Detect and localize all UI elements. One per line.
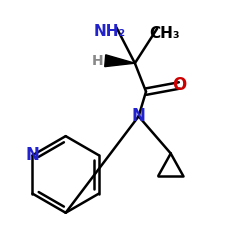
Text: O: O: [172, 76, 186, 94]
Text: CH₃: CH₃: [149, 26, 180, 41]
Polygon shape: [105, 55, 135, 67]
Text: N: N: [132, 107, 145, 125]
Text: NH₂: NH₂: [94, 24, 126, 38]
Text: H: H: [92, 54, 104, 68]
Text: N: N: [26, 146, 40, 164]
